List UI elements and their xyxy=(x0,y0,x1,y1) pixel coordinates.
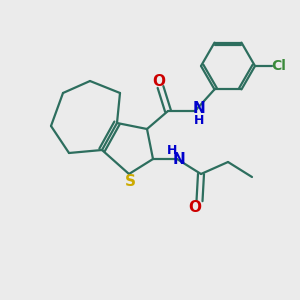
Text: H: H xyxy=(194,113,204,127)
Text: H: H xyxy=(167,143,178,157)
Text: O: O xyxy=(188,200,202,214)
Text: O: O xyxy=(152,74,166,88)
Text: N: N xyxy=(192,100,205,116)
Text: N: N xyxy=(172,152,185,166)
Text: Cl: Cl xyxy=(272,59,286,73)
Text: S: S xyxy=(125,174,136,189)
